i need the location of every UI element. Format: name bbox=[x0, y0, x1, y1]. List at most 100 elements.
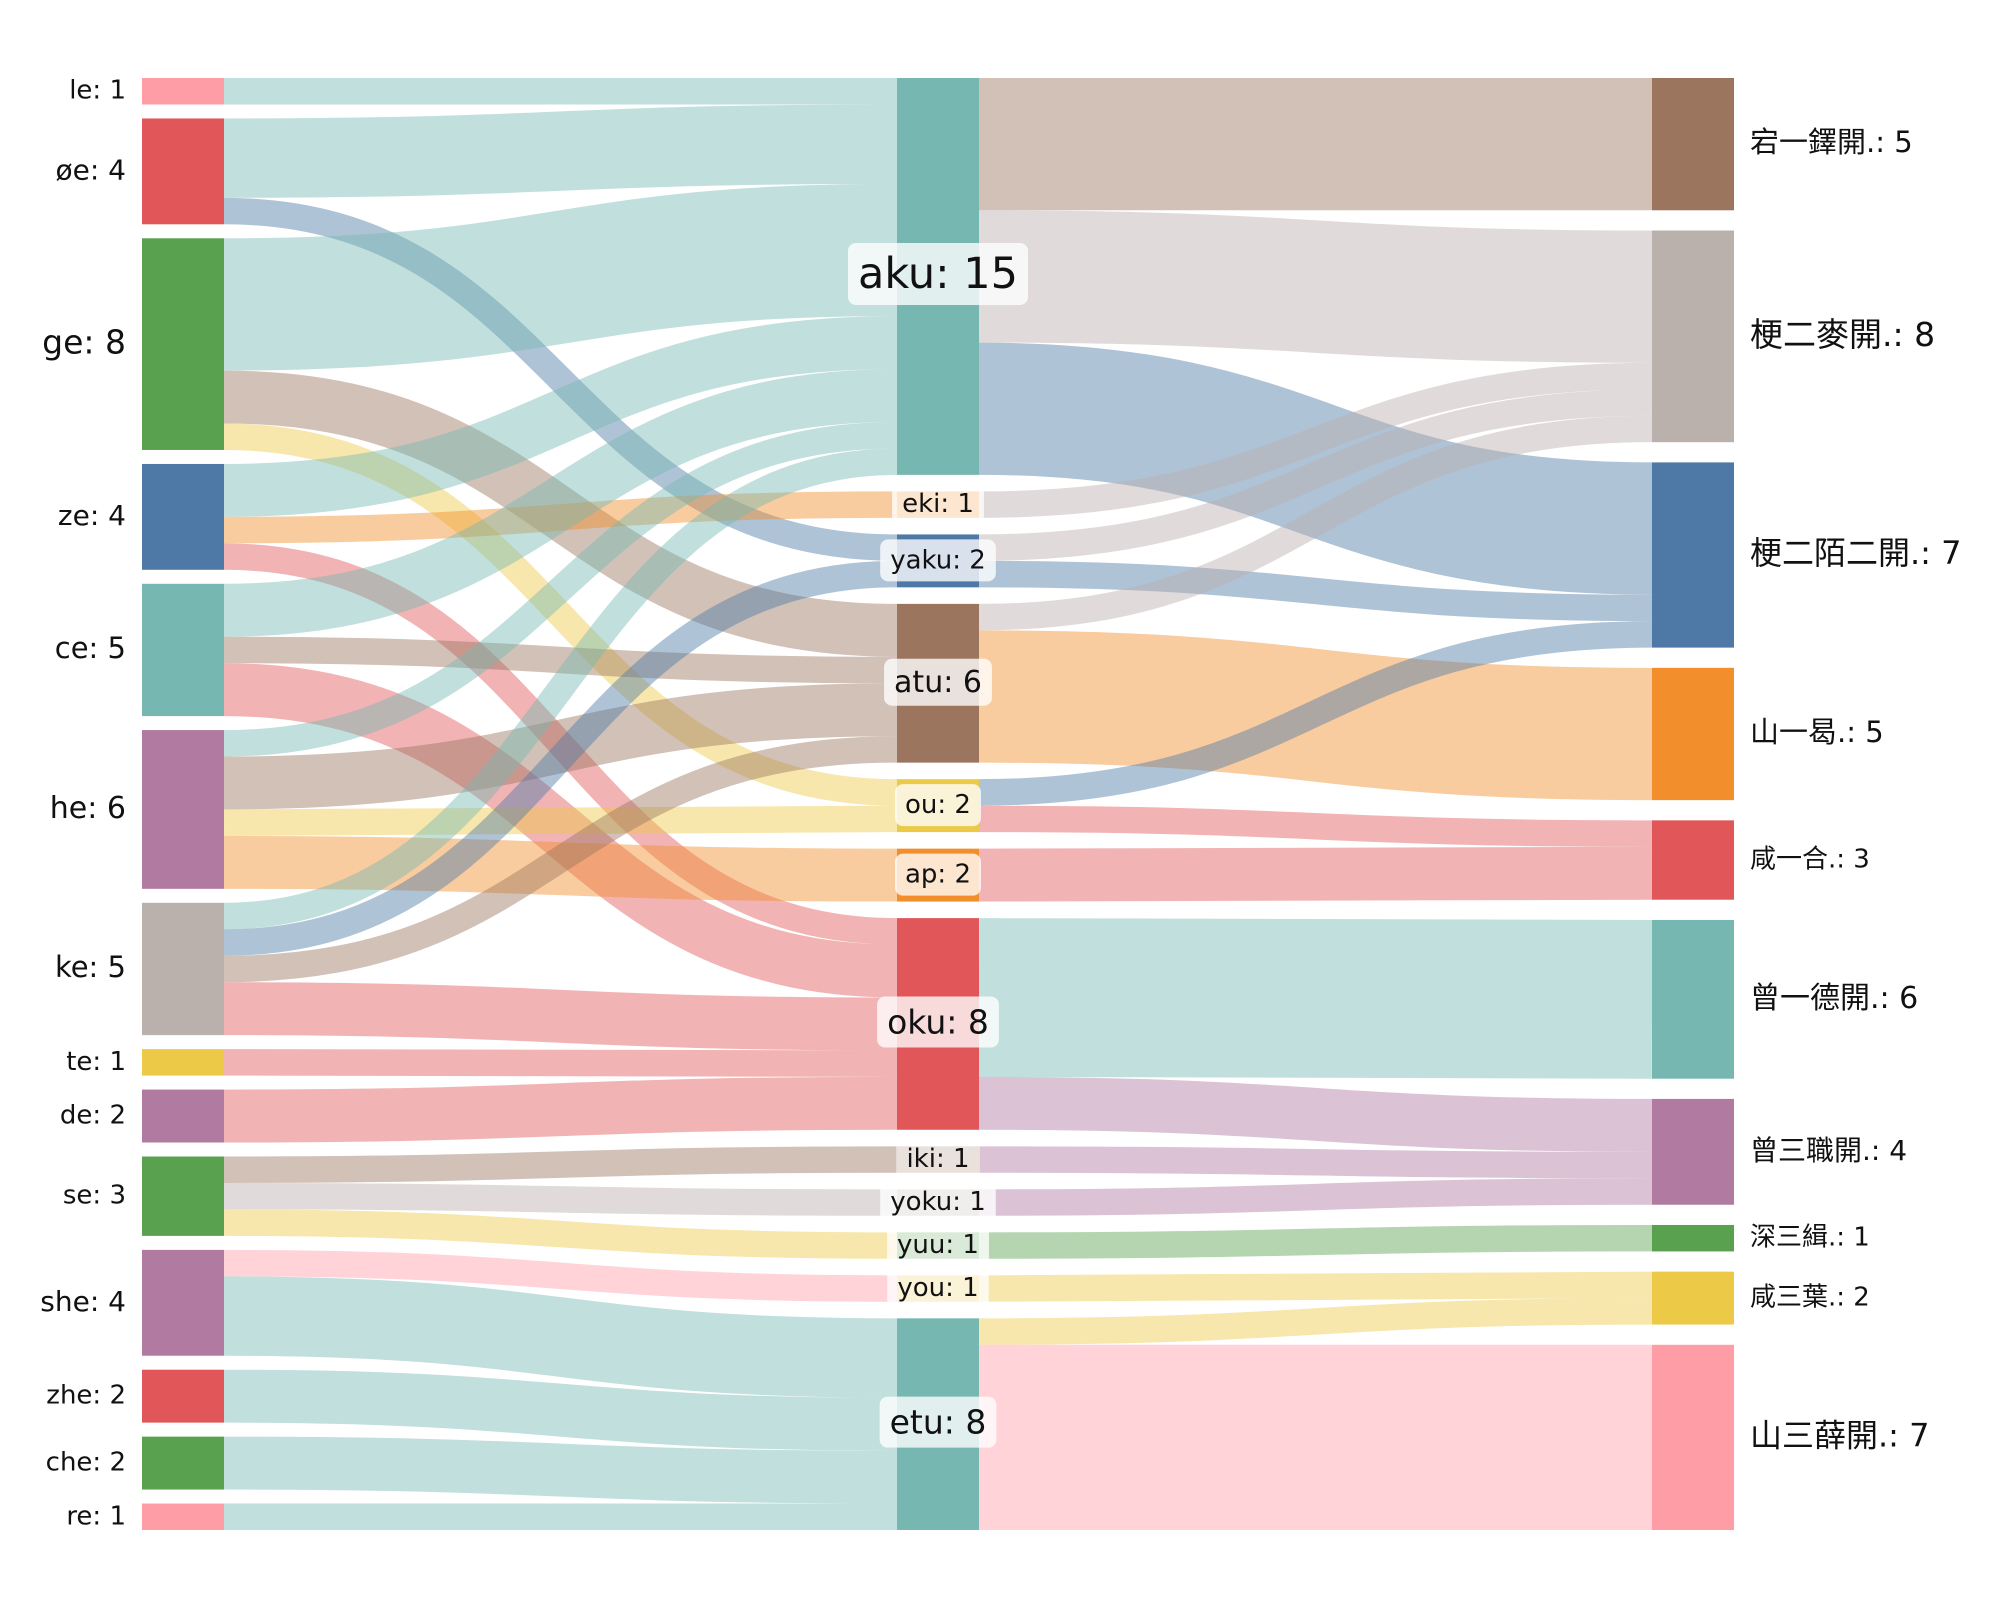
node-label-bg-you bbox=[887, 1267, 989, 1310]
link-he-ap bbox=[223, 835, 898, 902]
node-label-te: te: 1 bbox=[66, 1047, 126, 1077]
node-r7 bbox=[1652, 1098, 1734, 1205]
link-oe-aku bbox=[223, 104, 898, 198]
link-she-etu bbox=[223, 1276, 898, 1398]
node-label-you: you: 1 bbox=[897, 1273, 978, 1303]
node-he bbox=[142, 730, 224, 889]
node-label-r7: 曾三職開.: 4 bbox=[1750, 1134, 1907, 1167]
link-he-aku bbox=[223, 421, 898, 757]
node-label-r4: 山一曷.: 5 bbox=[1750, 715, 1884, 749]
link-ge-ou bbox=[223, 423, 898, 806]
link-etu-r9 bbox=[978, 1298, 1653, 1345]
node-label-bg-oku bbox=[877, 996, 999, 1048]
link-yaku-r2 bbox=[978, 389, 1653, 561]
link-yoku-r7 bbox=[978, 1178, 1653, 1216]
node-se bbox=[142, 1156, 224, 1236]
node-r2 bbox=[1652, 230, 1734, 443]
link-ke-oku bbox=[223, 982, 898, 1051]
link-de-oku bbox=[223, 1076, 898, 1143]
node-label-che: che: 2 bbox=[46, 1448, 126, 1478]
node-r6 bbox=[1652, 919, 1734, 1079]
link-ze-eki bbox=[223, 491, 898, 544]
link-ke-yaku bbox=[223, 560, 898, 956]
link-he-ou bbox=[223, 805, 898, 836]
link-ge-aku bbox=[223, 183, 898, 371]
link-he-atu bbox=[223, 683, 898, 810]
link-se-yoku bbox=[223, 1182, 898, 1216]
node-label-se: se: 3 bbox=[63, 1181, 126, 1211]
node-r5 bbox=[1652, 820, 1734, 900]
link-ze-oku bbox=[223, 543, 898, 945]
node-label-le: le: 1 bbox=[69, 76, 126, 106]
node-de bbox=[142, 1089, 224, 1143]
link-you-r9 bbox=[978, 1271, 1653, 1302]
link-ke-atu bbox=[223, 736, 898, 983]
labels-layer: le: 1 øe: 4 ge: 8 ze: 4 ce: 5 he: 6 ke: 5 te: 1… bbox=[40, 76, 1961, 1532]
node-label-bg-iki bbox=[896, 1138, 980, 1181]
node-ze bbox=[142, 463, 224, 570]
node-label-bg-yuu bbox=[887, 1224, 989, 1267]
node-label-bg-aku bbox=[847, 242, 1029, 305]
node-label-iki: iki: 1 bbox=[906, 1144, 969, 1174]
link-ze-aku bbox=[223, 316, 898, 517]
node-label-oku: oku: 8 bbox=[887, 1002, 989, 1041]
link-aku-r2 bbox=[978, 210, 1653, 363]
node-r4 bbox=[1652, 667, 1734, 801]
node-te bbox=[142, 1049, 224, 1076]
node-r3 bbox=[1652, 462, 1734, 648]
node-label-r9: 咸三葉.: 2 bbox=[1750, 1283, 1870, 1313]
link-oe-yaku bbox=[223, 197, 898, 561]
node-she bbox=[142, 1249, 224, 1356]
node-zhe bbox=[142, 1369, 224, 1423]
node-label-ze: ze: 4 bbox=[58, 499, 126, 532]
node-r1 bbox=[1652, 78, 1734, 211]
link-aku-r3 bbox=[978, 342, 1653, 595]
node-ge bbox=[142, 238, 224, 450]
link-atu-r2 bbox=[978, 415, 1653, 631]
node-label-she: she: 4 bbox=[40, 1285, 126, 1318]
node-label-yuu: yuu: 1 bbox=[897, 1230, 979, 1260]
node-label-de: de: 2 bbox=[60, 1101, 126, 1131]
node-label-r3: 梗二陌二開.: 7 bbox=[1750, 534, 1962, 572]
link-ce-atu bbox=[223, 636, 898, 684]
node-label-r6: 曾一德開.: 6 bbox=[1750, 981, 1918, 1016]
node-oe bbox=[142, 118, 224, 225]
link-se-iki bbox=[223, 1146, 898, 1183]
node-label-r5: 咸一合.: 3 bbox=[1750, 845, 1870, 875]
link-eki-r2 bbox=[978, 362, 1653, 518]
link-ce-aku bbox=[223, 369, 898, 637]
node-label-bg-yoku bbox=[880, 1181, 996, 1224]
node-le bbox=[142, 78, 224, 105]
link-zhe-etu bbox=[223, 1369, 898, 1451]
node-label-yaku: yaku: 2 bbox=[890, 545, 986, 575]
node-label-r8: 深三緝.: 1 bbox=[1750, 1223, 1870, 1253]
node-label-etu: etu: 8 bbox=[890, 1403, 987, 1442]
node-label-ce: ce: 5 bbox=[55, 631, 126, 665]
link-yuu-r8 bbox=[978, 1224, 1653, 1259]
links-layer bbox=[223, 77, 1653, 1531]
link-oku-r6 bbox=[978, 918, 1653, 1079]
node-label-r10: 山三薛開.: 7 bbox=[1750, 1416, 1930, 1454]
node-ce bbox=[142, 583, 224, 717]
node-che bbox=[142, 1436, 224, 1490]
node-r8 bbox=[1652, 1224, 1734, 1252]
link-ce-oku bbox=[223, 663, 898, 998]
node-label-ge: ge: 8 bbox=[42, 323, 126, 362]
node-label-re: re: 1 bbox=[66, 1501, 126, 1531]
node-label-bg-etu bbox=[879, 1396, 997, 1448]
node-label-bg-eki bbox=[892, 483, 984, 526]
node-label-bg-atu bbox=[884, 658, 992, 706]
link-yaku-r3 bbox=[978, 560, 1653, 622]
node-label-bg-yaku bbox=[880, 539, 996, 582]
link-se-yuu bbox=[223, 1209, 898, 1259]
node-label-yoku: yoku: 1 bbox=[890, 1187, 986, 1217]
node-label-r2: 梗二麥開.: 8 bbox=[1750, 315, 1935, 354]
link-te-oku bbox=[223, 1049, 898, 1077]
node-label-atu: atu: 6 bbox=[894, 665, 982, 700]
node-label-he: he: 6 bbox=[50, 791, 126, 826]
link-oku-r7 bbox=[978, 1076, 1653, 1152]
node-r10 bbox=[1652, 1344, 1734, 1530]
link-atu-r4 bbox=[978, 630, 1653, 801]
link-ge-atu bbox=[223, 370, 898, 657]
